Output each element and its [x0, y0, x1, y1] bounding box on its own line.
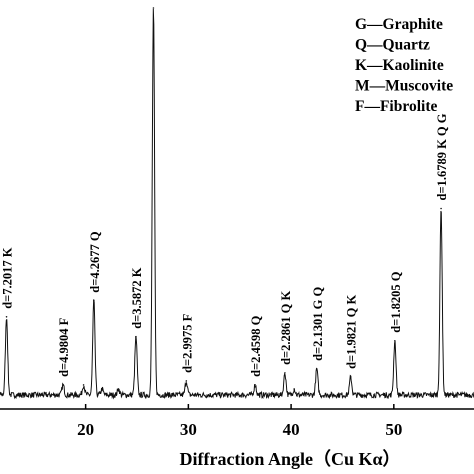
- peak-point: [284, 372, 286, 374]
- x-axis-label: Diffraction Angle（Cu Kα）: [179, 449, 400, 469]
- peak-point: [394, 340, 396, 342]
- x-tick-label: 50: [385, 420, 402, 439]
- peak-annotation: d=4.9804 F: [57, 317, 71, 377]
- peak-annotation: d=2.4598 Q: [249, 315, 263, 377]
- x-tick-label: 20: [77, 420, 94, 439]
- xrd-trace: [0, 8, 474, 400]
- x-axis-ticks: 102030405060: [77, 404, 402, 439]
- peak-point: [185, 380, 188, 382]
- peak-point: [82, 384, 85, 386]
- legend: G—Graphite Q—Quartz K—Kaolinite M—Muscovite…: [355, 16, 453, 115]
- peak-annotation: d=2.2861 Q K: [279, 290, 293, 364]
- peak-annotation: d=1.9821 Q K: [345, 294, 359, 368]
- peak-point: [117, 388, 120, 390]
- peak-annotation: d=1.8205 Q: [389, 271, 403, 333]
- peak-point: [349, 376, 352, 378]
- peak-annotations: d=10.08 Md=7.2017 Kd=4.9804 Fd=4.2677 Qd…: [1, 113, 450, 377]
- legend-entry: K—Kaolinite: [355, 57, 444, 74]
- legend-entry: Q—Quartz: [355, 37, 430, 54]
- peak-point: [101, 388, 103, 390]
- peak-annotation: d=7.2017 K: [1, 247, 15, 309]
- peak-annotation: d=2.1301 G Q: [311, 286, 325, 360]
- legend-entry: G—Graphite: [355, 16, 443, 33]
- x-tick-label: 40: [283, 420, 300, 439]
- peak-annotation: d=3.5872 K: [130, 267, 144, 329]
- peak-point: [254, 384, 256, 386]
- peak-point: [62, 384, 64, 386]
- peak-point: [293, 388, 295, 390]
- peak-point: [152, 7, 155, 9]
- peak-annotation: d=2.9975 F: [180, 313, 194, 373]
- peak-point: [135, 336, 137, 338]
- peak-point: [315, 368, 318, 370]
- series-group: [0, 7, 474, 400]
- x-tick-label: 30: [180, 420, 197, 439]
- peak-annotation: d=1.6789 K Q G: [435, 113, 449, 200]
- legend-entry: F—Fibrolite: [355, 98, 437, 115]
- peak-annotation: d=4.2677 Q: [88, 231, 102, 293]
- peak-point: [440, 207, 442, 210]
- peak-point: [5, 315, 8, 318]
- legend-entry: M—Muscovite: [355, 78, 453, 95]
- peak-point: [93, 299, 95, 302]
